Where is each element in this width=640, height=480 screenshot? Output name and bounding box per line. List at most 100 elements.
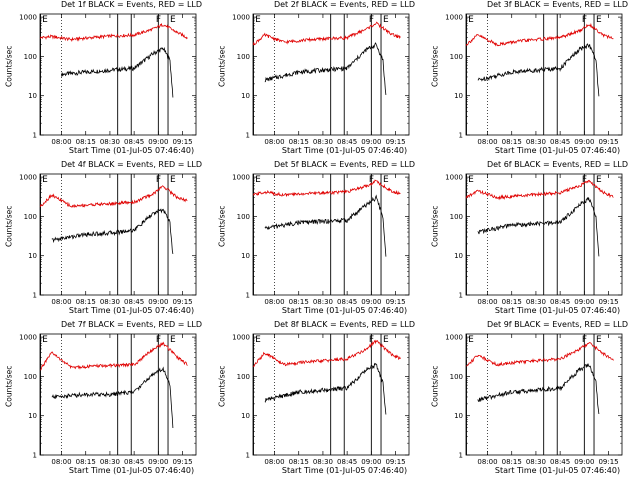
x-tick-label: 08:45 bbox=[337, 298, 357, 306]
y-tick-label: 10 bbox=[241, 412, 250, 420]
detector-panel: 1 10 100 1000 08:00 08:15 08:30 08:45 09:00 09:15… bbox=[213, 0, 426, 160]
y-tick-label: 100 bbox=[450, 373, 463, 381]
interval-marker-label: E bbox=[468, 335, 474, 345]
lld-series-line bbox=[465, 22, 614, 47]
x-tick-label: 08:15 bbox=[76, 138, 96, 146]
x-tick-label: 08:15 bbox=[76, 458, 96, 466]
chart-svg: 1 10 100 1000 08:00 08:15 08:30 08:45 09:00 09:15… bbox=[445, 13, 623, 146]
chart-title: Det 8f BLACK = Events, RED = LLD bbox=[273, 320, 416, 329]
y-axis-label: Counts/sec bbox=[4, 365, 14, 407]
y-tick-label: 10 bbox=[241, 252, 250, 260]
x-tick-label: 08:15 bbox=[502, 138, 522, 146]
interval-marker-label: E bbox=[255, 335, 261, 345]
x-axis-label: Start Time (01-Jul-05 07:46:40) bbox=[68, 146, 195, 155]
x-axis-label: Start Time (01-Jul-05 07:46:40) bbox=[68, 466, 195, 475]
chart-title: Det 4f BLACK = Events, RED = LLD bbox=[60, 160, 203, 169]
x-axis-label: Start Time (01-Jul-05 07:46:40) bbox=[494, 466, 621, 475]
x-tick-label: 08:00 bbox=[264, 138, 284, 146]
x-axis-label: Start Time (01-Jul-05 07:46:40) bbox=[281, 146, 408, 155]
x-tick-label: 08:30 bbox=[100, 458, 120, 466]
interval-marker-label: F bbox=[156, 175, 161, 185]
x-tick-label: 08:30 bbox=[313, 138, 333, 146]
interval-marker-label: E bbox=[255, 175, 261, 185]
detector-panel: 1 10 100 1000 08:00 08:15 08:30 08:45 09:00 09:15… bbox=[213, 160, 426, 320]
x-tick-label: 09:15 bbox=[385, 298, 405, 306]
x-tick-label: 08:00 bbox=[264, 458, 284, 466]
x-axis-label: Start Time (01-Jul-05 07:46:40) bbox=[281, 306, 408, 315]
interval-marker-label: E bbox=[383, 175, 389, 185]
y-tick-label: 1000 bbox=[19, 174, 37, 182]
x-tick-label: 08:45 bbox=[550, 458, 570, 466]
interval-marker-label: E bbox=[596, 175, 602, 185]
chart-svg: 1 10 100 1000 08:00 08:15 08:30 08:45 09:00 09:15… bbox=[445, 333, 623, 466]
y-tick-label: 10 bbox=[28, 412, 37, 420]
detector-panel: 1 10 100 1000 08:00 08:15 08:30 08:45 09:00 09:15… bbox=[426, 320, 639, 480]
y-axis-label: Counts/sec bbox=[4, 45, 14, 87]
x-tick-label: 09:00 bbox=[574, 138, 594, 146]
y-axis-label: Counts/sec bbox=[217, 205, 227, 247]
lld-series-line bbox=[39, 22, 188, 43]
chart-title: Det 9f BLACK = Events, RED = LLD bbox=[486, 320, 629, 329]
y-tick-label: 100 bbox=[237, 213, 250, 221]
chart-title: Det 5f BLACK = Events, RED = LLD bbox=[273, 160, 416, 169]
chart-svg: 1 10 100 1000 08:00 08:15 08:30 08:45 09:00 09:15… bbox=[232, 173, 410, 306]
interval-marker-label: E bbox=[255, 15, 261, 25]
y-tick-label: 1000 bbox=[445, 334, 463, 342]
x-tick-label: 08:00 bbox=[264, 298, 284, 306]
interval-marker-label: F bbox=[369, 15, 374, 25]
y-tick-label: 100 bbox=[24, 53, 37, 61]
detector-panel: 1 10 100 1000 08:00 08:15 08:30 08:45 09:00 09:15… bbox=[0, 0, 213, 160]
y-tick-label: 100 bbox=[450, 53, 463, 61]
events-series-line bbox=[51, 366, 174, 429]
y-tick-label: 1000 bbox=[445, 174, 463, 182]
y-tick-label: 1 bbox=[459, 292, 463, 300]
x-tick-label: 09:15 bbox=[385, 138, 405, 146]
interval-marker-label: F bbox=[369, 175, 374, 185]
chart-title: Det 1f BLACK = Events, RED = LLD bbox=[60, 0, 203, 9]
x-tick-label: 08:00 bbox=[51, 458, 71, 466]
y-axis-label: Counts/sec bbox=[217, 365, 227, 407]
interval-marker-label: E bbox=[42, 335, 48, 345]
x-tick-label: 08:00 bbox=[477, 138, 497, 146]
y-tick-label: 10 bbox=[454, 252, 463, 260]
interval-marker-label: E bbox=[170, 15, 176, 25]
x-tick-label: 08:30 bbox=[313, 298, 333, 306]
x-tick-label: 09:00 bbox=[361, 138, 381, 146]
interval-marker-label: E bbox=[596, 15, 602, 25]
x-tick-label: 09:00 bbox=[574, 458, 594, 466]
x-tick-label: 08:15 bbox=[289, 298, 309, 306]
interval-marker-label: E bbox=[596, 335, 602, 345]
x-tick-label: 08:00 bbox=[477, 458, 497, 466]
x-tick-label: 08:45 bbox=[550, 138, 570, 146]
x-axis-label: Start Time (01-Jul-05 07:46:40) bbox=[494, 146, 621, 155]
x-tick-label: 08:45 bbox=[124, 458, 144, 466]
x-tick-label: 08:15 bbox=[76, 298, 96, 306]
x-tick-label: 08:15 bbox=[289, 138, 309, 146]
interval-marker-label: F bbox=[156, 335, 161, 345]
lld-series-line bbox=[466, 342, 614, 367]
chart-title: Det 7f BLACK = Events, RED = LLD bbox=[60, 320, 203, 329]
x-tick-label: 09:15 bbox=[598, 138, 618, 146]
y-tick-label: 100 bbox=[24, 213, 37, 221]
y-tick-label: 1 bbox=[246, 132, 250, 140]
y-tick-label: 1000 bbox=[232, 14, 250, 22]
interval-marker-label: E bbox=[170, 175, 176, 185]
y-tick-label: 100 bbox=[450, 213, 463, 221]
lld-series-line bbox=[252, 179, 401, 197]
chart-svg: 1 10 100 1000 08:00 08:15 08:30 08:45 09:00 09:15… bbox=[445, 173, 623, 306]
x-tick-label: 08:45 bbox=[124, 138, 144, 146]
y-tick-label: 1000 bbox=[445, 14, 463, 22]
chart-svg: 1 10 100 1000 08:00 08:15 08:30 08:45 09:00 09:15… bbox=[19, 173, 197, 306]
x-tick-label: 08:15 bbox=[289, 458, 309, 466]
interval-marker-label: E bbox=[383, 335, 389, 345]
interval-marker-label: F bbox=[582, 15, 587, 25]
detector-panel: 1 10 100 1000 08:00 08:15 08:30 08:45 09:00 09:15… bbox=[426, 0, 639, 160]
x-axis-label: Start Time (01-Jul-05 07:46:40) bbox=[281, 466, 408, 475]
y-tick-label: 1 bbox=[33, 292, 37, 300]
y-tick-label: 10 bbox=[454, 412, 463, 420]
y-tick-label: 10 bbox=[28, 92, 37, 100]
chart-svg: 1 10 100 1000 08:00 08:15 08:30 08:45 09:00 09:15… bbox=[19, 333, 197, 466]
x-tick-label: 08:00 bbox=[51, 138, 71, 146]
x-tick-label: 08:30 bbox=[313, 458, 333, 466]
